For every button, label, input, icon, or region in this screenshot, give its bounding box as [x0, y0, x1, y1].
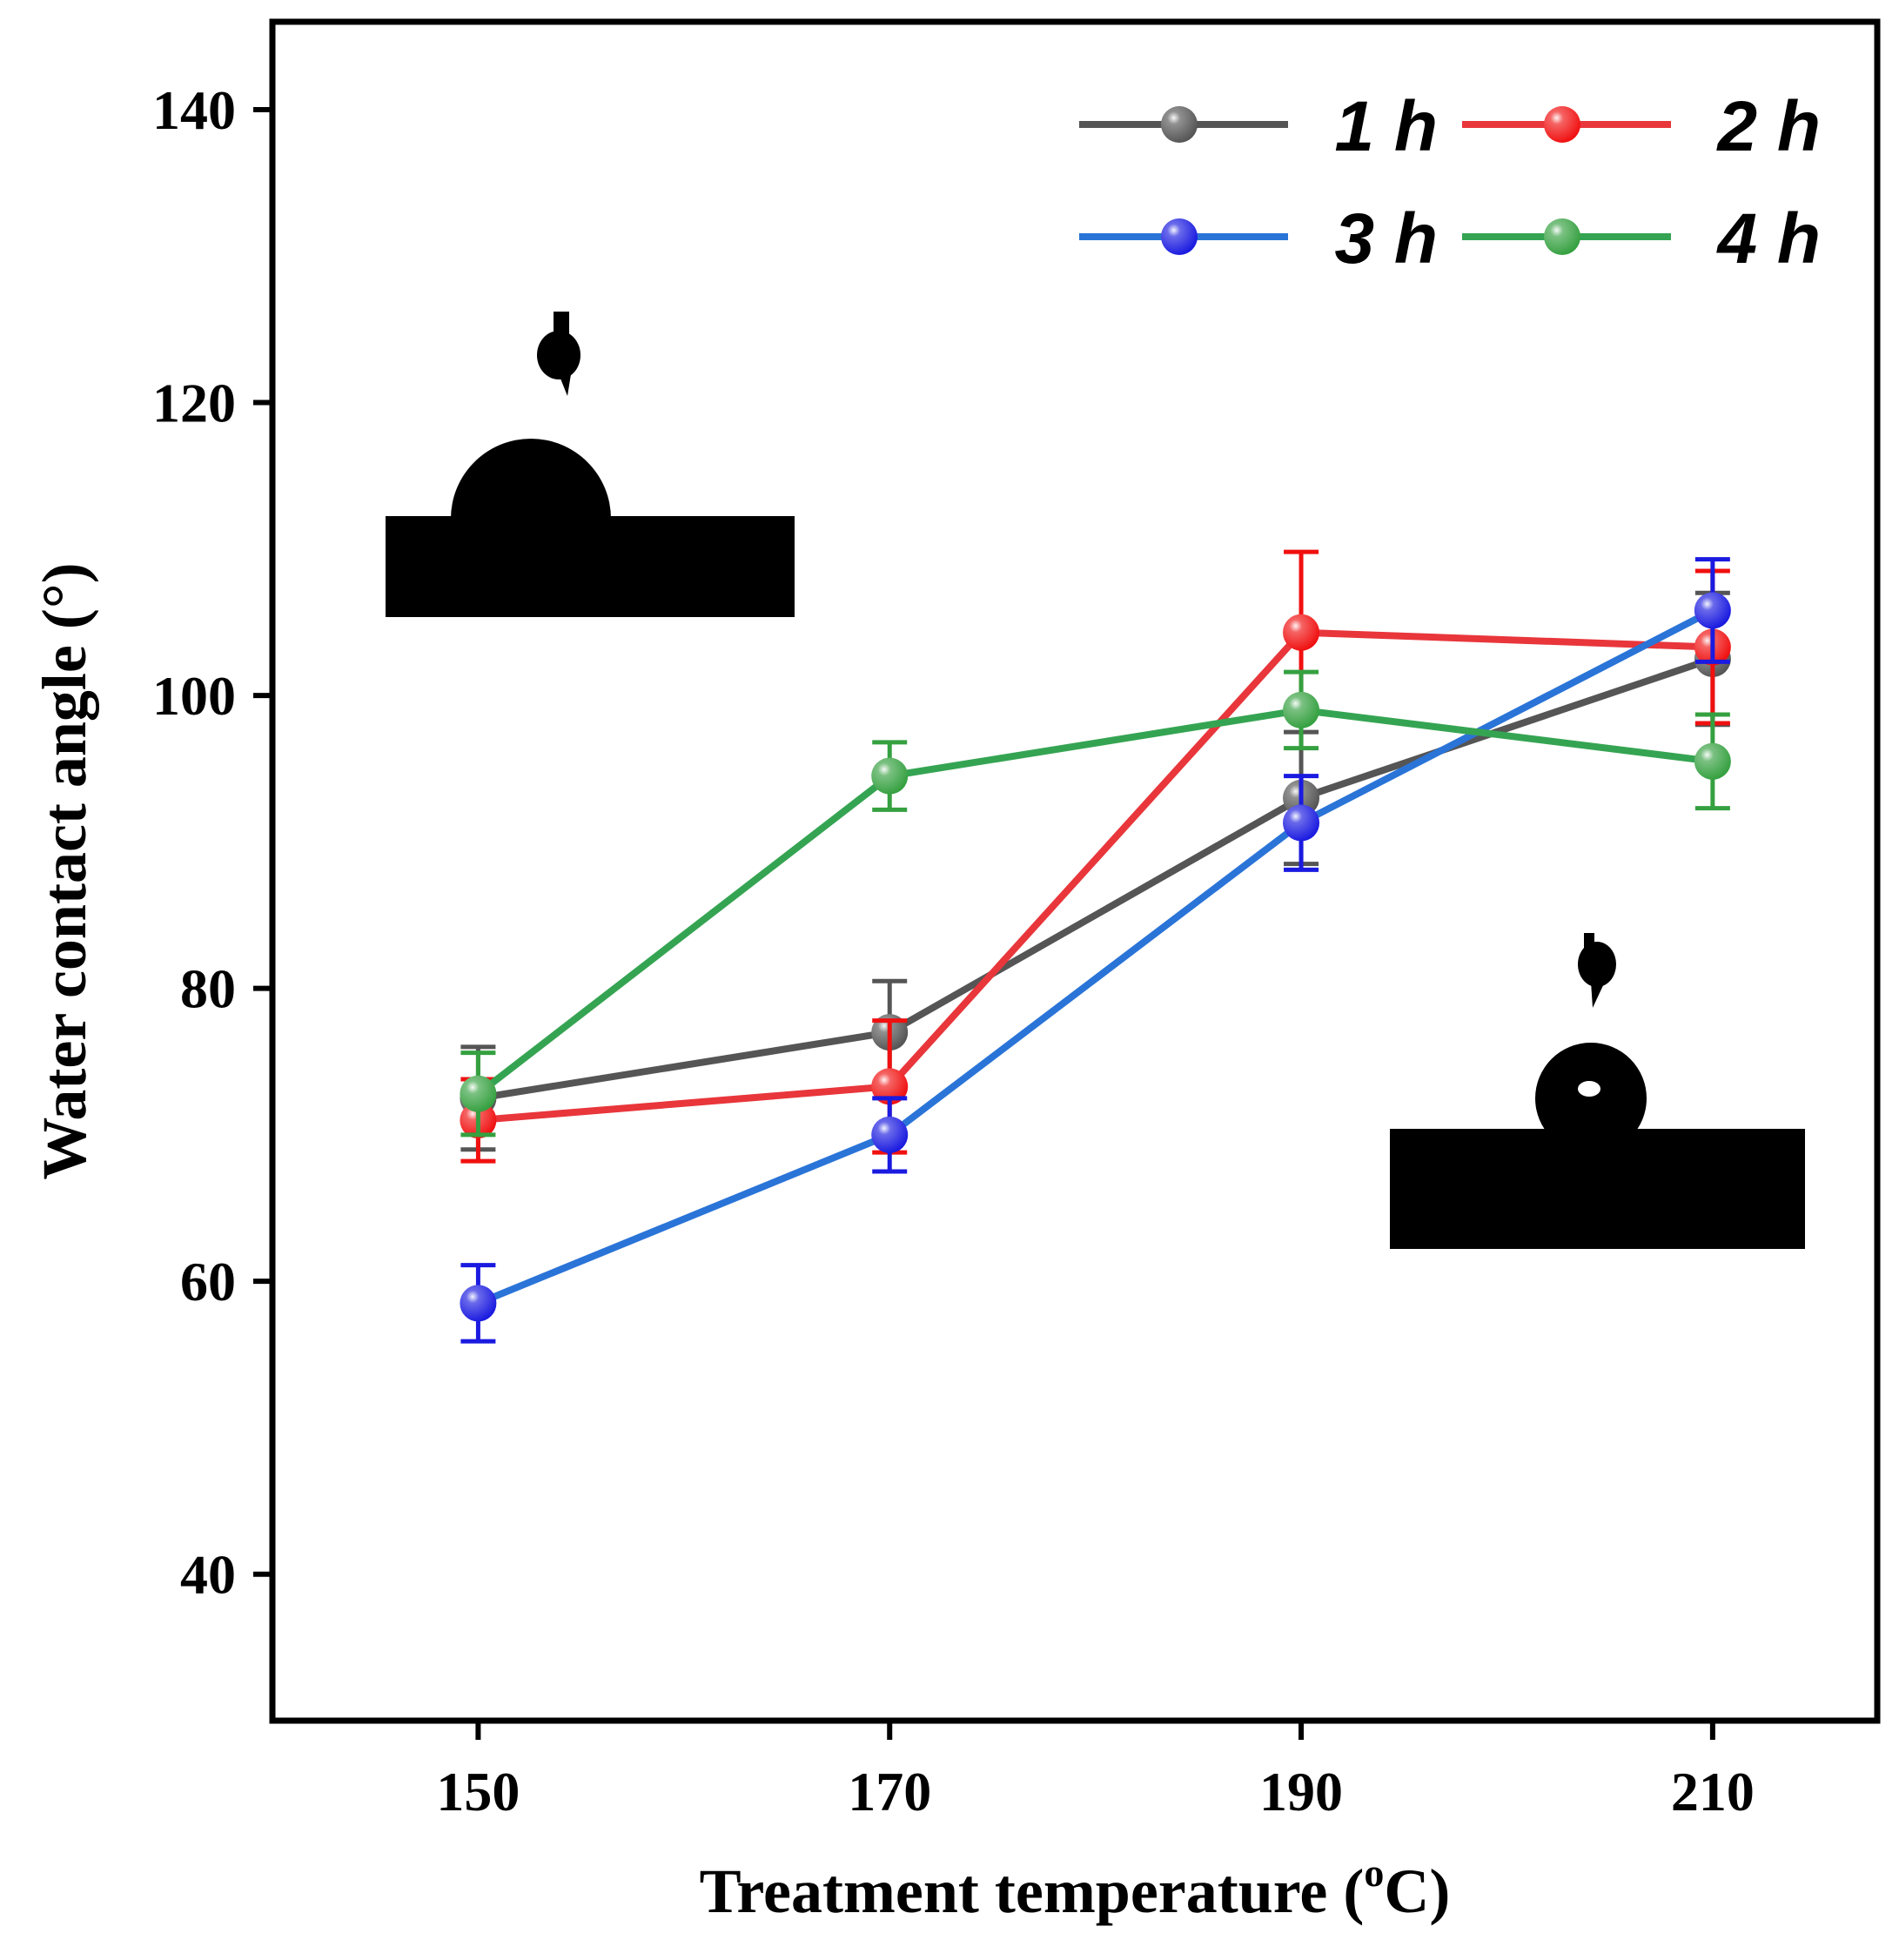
- series-2h: [460, 549, 1731, 1164]
- data-point-4h: [871, 757, 909, 795]
- plot-area: [460, 549, 1731, 1344]
- legend-label: 4 h: [1716, 199, 1821, 279]
- data-point-4h: [1694, 742, 1731, 780]
- legend-marker-highlight: [1544, 218, 1580, 255]
- data-point-3h: [1694, 592, 1731, 629]
- x-tick-label: 150: [436, 1761, 520, 1822]
- data-point-3h: [460, 1285, 497, 1322]
- x-axis-title: Treatment temperature (oC): [700, 1850, 1451, 1926]
- x-tick-label: 190: [1259, 1761, 1343, 1822]
- x-axis-title-sup: o: [1364, 1850, 1384, 1895]
- data-point-4h: [460, 1075, 497, 1112]
- series-4h: [460, 669, 1731, 1138]
- y-tick-label: 140: [152, 79, 236, 141]
- series-1h: [460, 590, 1731, 1152]
- x-axis-title-end: C): [1384, 1856, 1450, 1926]
- legend-item-2h: 2 h: [1462, 87, 1821, 166]
- data-point-2h: [871, 1068, 909, 1105]
- legend-item-4h: 4 h: [1462, 199, 1821, 279]
- y-tick-label: 80: [180, 958, 236, 1020]
- legend-label: 1 h: [1335, 87, 1438, 166]
- legend-item-3h: 3 h: [1079, 199, 1438, 279]
- y-tick-label: 60: [180, 1251, 236, 1312]
- legend-label: 2 h: [1716, 87, 1821, 166]
- droplet-image-hydrophobic: [1390, 933, 1805, 1249]
- series-3h: [460, 557, 1731, 1344]
- droplet-image-hydrophilic: [386, 312, 795, 617]
- data-point-highlight: [1283, 691, 1320, 728]
- legend-marker-highlight: [1161, 106, 1198, 143]
- series-line-4h: [475, 706, 1714, 1097]
- data-point-highlight: [1283, 614, 1320, 651]
- x-axis: 150 170 190 210: [436, 1721, 1755, 1822]
- y-axis-title: Water contact angle (°): [30, 562, 99, 1179]
- series-line-3h: [476, 607, 1714, 1307]
- data-point-3h: [871, 1116, 909, 1153]
- data-point-highlight: [1694, 592, 1731, 629]
- series-line-2h: [478, 628, 1714, 1124]
- legend-item-1h: 1 h: [1079, 87, 1438, 166]
- data-point-3h: [1283, 804, 1320, 842]
- data-point-highlight: [1283, 804, 1320, 842]
- y-tick-label: 120: [152, 373, 236, 434]
- x-axis-title-main: Treatment temperature (: [700, 1856, 1365, 1926]
- data-point-highlight: [871, 1116, 909, 1153]
- series-line-1h: [477, 655, 1714, 1102]
- y-tick-label: 100: [152, 665, 236, 727]
- data-point-highlight: [871, 757, 909, 795]
- legend-marker-highlight: [1544, 106, 1580, 143]
- x-tick-label: 210: [1671, 1761, 1755, 1822]
- x-tick-label: 170: [848, 1761, 931, 1822]
- plot-frame: [269, 18, 1881, 1724]
- y-tick-label: 40: [180, 1544, 236, 1606]
- data-point-2h: [1283, 614, 1320, 651]
- data-point-4h: [1283, 691, 1320, 728]
- legend: 1 h 2 h 3 h 4 h: [1079, 87, 1821, 279]
- data-point-highlight: [460, 1075, 497, 1112]
- legend-label: 3 h: [1335, 199, 1438, 279]
- data-point-highlight: [1694, 742, 1731, 780]
- y-axis: 40 60 80 100 120 140: [152, 79, 272, 1606]
- data-point-highlight: [460, 1285, 497, 1322]
- legend-marker-highlight: [1161, 218, 1198, 255]
- data-point-highlight: [871, 1068, 909, 1105]
